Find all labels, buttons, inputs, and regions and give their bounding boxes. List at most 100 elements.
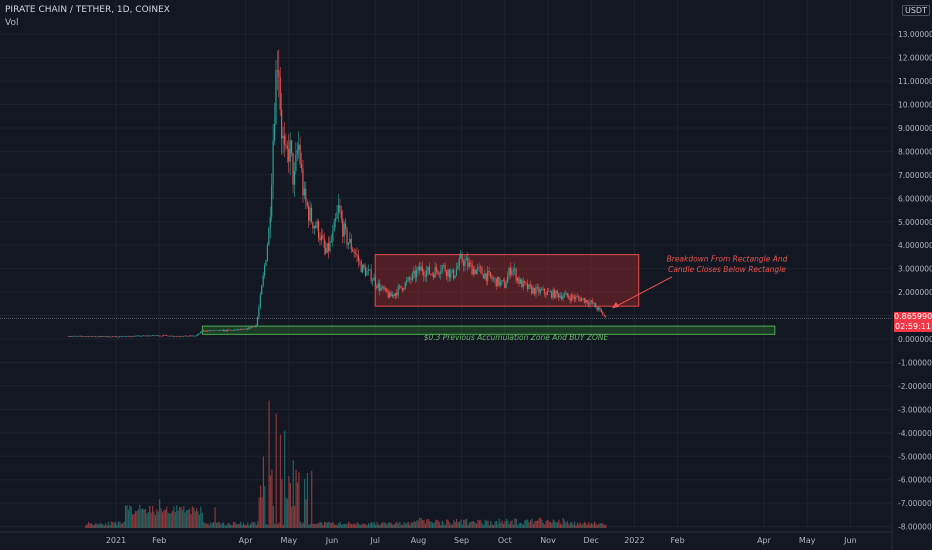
candle-body bbox=[107, 336, 109, 337]
volume-bar bbox=[380, 523, 382, 528]
volume-bar bbox=[323, 521, 326, 528]
price-axis[interactable]: 13.000000 12.000000 11.000000 10.000000 9.00… bbox=[891, 0, 932, 550]
volume-bar bbox=[309, 524, 311, 528]
time-axis[interactable]: 2021 Feb Apr May Jun Jul Aug Sep Oct Nov Dec 2022 Fe… bbox=[0, 531, 892, 545]
volume-bar bbox=[153, 511, 155, 528]
candle-body bbox=[421, 266, 423, 272]
candle-body bbox=[404, 282, 406, 289]
candle-body bbox=[357, 255, 359, 261]
volume-bar bbox=[207, 523, 209, 528]
volume-bar bbox=[591, 522, 593, 528]
candle-body bbox=[389, 292, 391, 298]
volume-bar bbox=[288, 476, 290, 528]
volume-bar bbox=[363, 523, 365, 528]
volume-bar bbox=[96, 523, 98, 528]
candle-body bbox=[526, 283, 529, 289]
symbol-title[interactable]: PIRATE CHAIN / TETHER, 1D, COINEX bbox=[5, 5, 170, 15]
candle-body bbox=[494, 278, 496, 279]
candle-body bbox=[563, 294, 566, 297]
volume-bar bbox=[301, 523, 303, 528]
candle-body bbox=[187, 336, 189, 337]
volume-bar bbox=[285, 497, 287, 528]
volume-bar bbox=[446, 519, 448, 528]
volume-indicator-label[interactable]: Vol bbox=[5, 18, 19, 28]
volume-bar bbox=[498, 518, 500, 528]
volume-bar bbox=[586, 524, 588, 528]
candle-body bbox=[344, 223, 347, 229]
candle-body bbox=[271, 184, 273, 217]
volume-bar bbox=[348, 521, 350, 528]
candle-body bbox=[90, 336, 92, 337]
volume-bar bbox=[159, 499, 161, 528]
volume-bar bbox=[552, 519, 554, 528]
candle-body bbox=[188, 335, 190, 337]
volume-bar bbox=[200, 506, 202, 528]
candle-body bbox=[514, 268, 516, 270]
candle-body bbox=[116, 336, 118, 338]
volume-bar bbox=[100, 523, 102, 528]
volume-bar bbox=[140, 509, 142, 528]
volume-bar bbox=[424, 523, 426, 528]
volume-bar bbox=[124, 505, 127, 528]
volume-bar bbox=[210, 522, 212, 528]
volume-bar bbox=[196, 508, 198, 528]
candle-body bbox=[470, 262, 472, 264]
candle-body bbox=[551, 291, 553, 298]
volume-bar bbox=[507, 520, 509, 528]
candle-body bbox=[150, 335, 152, 337]
bar-countdown: 02:59:11 bbox=[895, 322, 931, 331]
candle-body bbox=[437, 270, 439, 274]
candle-body bbox=[391, 294, 394, 297]
candle-body bbox=[460, 254, 462, 259]
candle-body bbox=[542, 288, 544, 291]
candle-body bbox=[417, 266, 419, 271]
candle-body bbox=[92, 336, 94, 337]
candle-body bbox=[238, 329, 240, 331]
candle-body bbox=[363, 264, 365, 269]
volume-bar bbox=[254, 522, 256, 528]
candle-body bbox=[305, 188, 307, 202]
chart-zones bbox=[201, 254, 776, 335]
volume-bar bbox=[541, 519, 543, 528]
volume-bar bbox=[350, 523, 353, 528]
volume-bar bbox=[356, 522, 358, 528]
volume-bar bbox=[349, 523, 351, 528]
volume-bar bbox=[235, 524, 237, 528]
candle-body bbox=[337, 205, 340, 213]
candle-body bbox=[533, 288, 536, 295]
candle-body bbox=[579, 298, 581, 302]
candle-body bbox=[394, 292, 396, 297]
candle-body bbox=[587, 303, 590, 305]
candle-body bbox=[165, 335, 168, 336]
volume-bar bbox=[147, 512, 149, 528]
volume-bar bbox=[450, 524, 452, 528]
candle-body bbox=[148, 335, 151, 337]
candle-body bbox=[113, 336, 115, 337]
volume-bar bbox=[474, 522, 476, 528]
candle-body bbox=[315, 226, 317, 228]
volume-bar bbox=[517, 525, 519, 528]
candle-body bbox=[202, 330, 205, 332]
candle-body bbox=[575, 296, 577, 299]
candle-body bbox=[292, 153, 294, 185]
candle-body bbox=[218, 329, 220, 331]
volume-bar bbox=[362, 523, 364, 528]
volume-bar bbox=[335, 524, 337, 528]
volume-bar bbox=[392, 524, 394, 528]
volume-bar bbox=[390, 523, 392, 528]
candle-body bbox=[597, 307, 600, 310]
volume-bar bbox=[339, 521, 341, 528]
volume-bar bbox=[282, 524, 284, 528]
candle-body bbox=[350, 238, 352, 250]
candle-body bbox=[519, 279, 521, 284]
volume-bar bbox=[268, 400, 270, 528]
volume-bar bbox=[404, 524, 407, 528]
currency-badge[interactable]: USDT bbox=[902, 5, 930, 16]
volume-bar bbox=[403, 522, 405, 528]
breakdown-rectangle bbox=[374, 254, 640, 307]
candle-body bbox=[400, 285, 402, 288]
candle-body bbox=[455, 268, 458, 276]
time-tick-label: Dec bbox=[583, 536, 598, 545]
candle-body bbox=[465, 258, 467, 261]
